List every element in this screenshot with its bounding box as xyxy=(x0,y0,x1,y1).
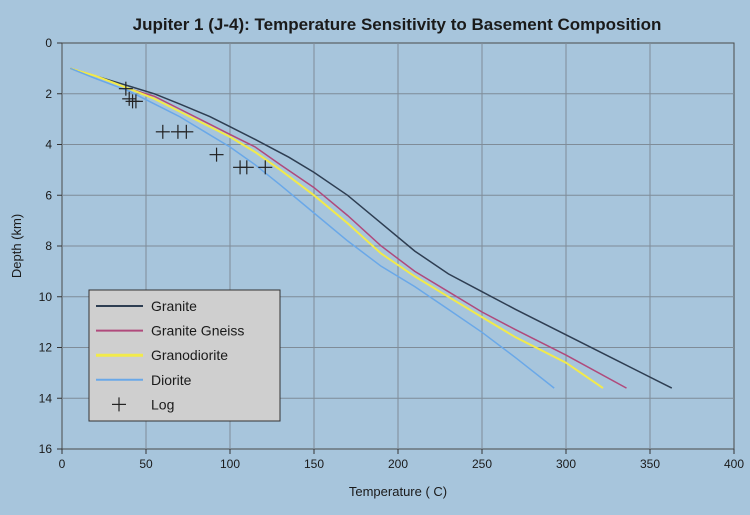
x-tick-label: 0 xyxy=(59,457,66,471)
y-tick-label: 14 xyxy=(39,391,53,405)
log-point xyxy=(118,81,133,96)
legend-label: Granodiorite xyxy=(151,347,228,363)
series-line-diorite xyxy=(70,67,555,389)
legend-swatch-log xyxy=(112,397,126,412)
y-axis-ticks: 0 2 4 6 8 10 12 14 16 xyxy=(39,36,62,456)
x-axis-label: Temperature ( C) xyxy=(349,484,447,499)
x-tick-label: 100 xyxy=(220,457,240,471)
x-tick-label: 300 xyxy=(556,457,576,471)
x-tick-label: 350 xyxy=(640,457,660,471)
log-point xyxy=(155,124,170,139)
y-tick-label: 0 xyxy=(45,36,52,50)
series-markers-log xyxy=(118,81,273,175)
log-point xyxy=(128,94,143,109)
legend-label: Granite xyxy=(151,298,197,314)
x-tick-label: 400 xyxy=(724,457,744,471)
y-tick-label: 16 xyxy=(39,442,53,456)
y-tick-label: 4 xyxy=(45,138,52,152)
y-tick-label: 6 xyxy=(45,188,52,202)
y-tick-label: 8 xyxy=(45,239,52,253)
y-axis-label: Depth (km) xyxy=(9,214,24,278)
legend-label: Log xyxy=(151,396,174,412)
legend: Granite Granite Gneiss Granodiorite Diorite… xyxy=(88,289,281,422)
log-point xyxy=(258,160,273,175)
x-axis-ticks: 0 50 100 150 200 250 300 350 400 xyxy=(59,449,744,471)
x-tick-label: 150 xyxy=(304,457,324,471)
log-point xyxy=(239,160,254,175)
x-tick-label: 250 xyxy=(472,457,492,471)
legend-label: Diorite xyxy=(151,372,192,388)
log-point xyxy=(179,124,194,139)
log-point xyxy=(122,91,137,106)
y-tick-label: 12 xyxy=(39,341,53,355)
y-tick-label: 2 xyxy=(45,87,52,101)
series-line-granite xyxy=(70,67,673,389)
x-tick-label: 50 xyxy=(139,457,153,471)
log-point xyxy=(209,147,224,162)
y-tick-label: 10 xyxy=(39,290,53,304)
x-tick-label: 200 xyxy=(388,457,408,471)
series-line-granite-gneiss xyxy=(70,67,627,389)
chart-title: Jupiter 1 (J-4): Temperature Sensitivity… xyxy=(133,15,662,34)
series-line-granodiorite xyxy=(70,67,604,389)
legend-label: Granite Gneiss xyxy=(151,323,244,339)
series-layer xyxy=(70,67,673,389)
